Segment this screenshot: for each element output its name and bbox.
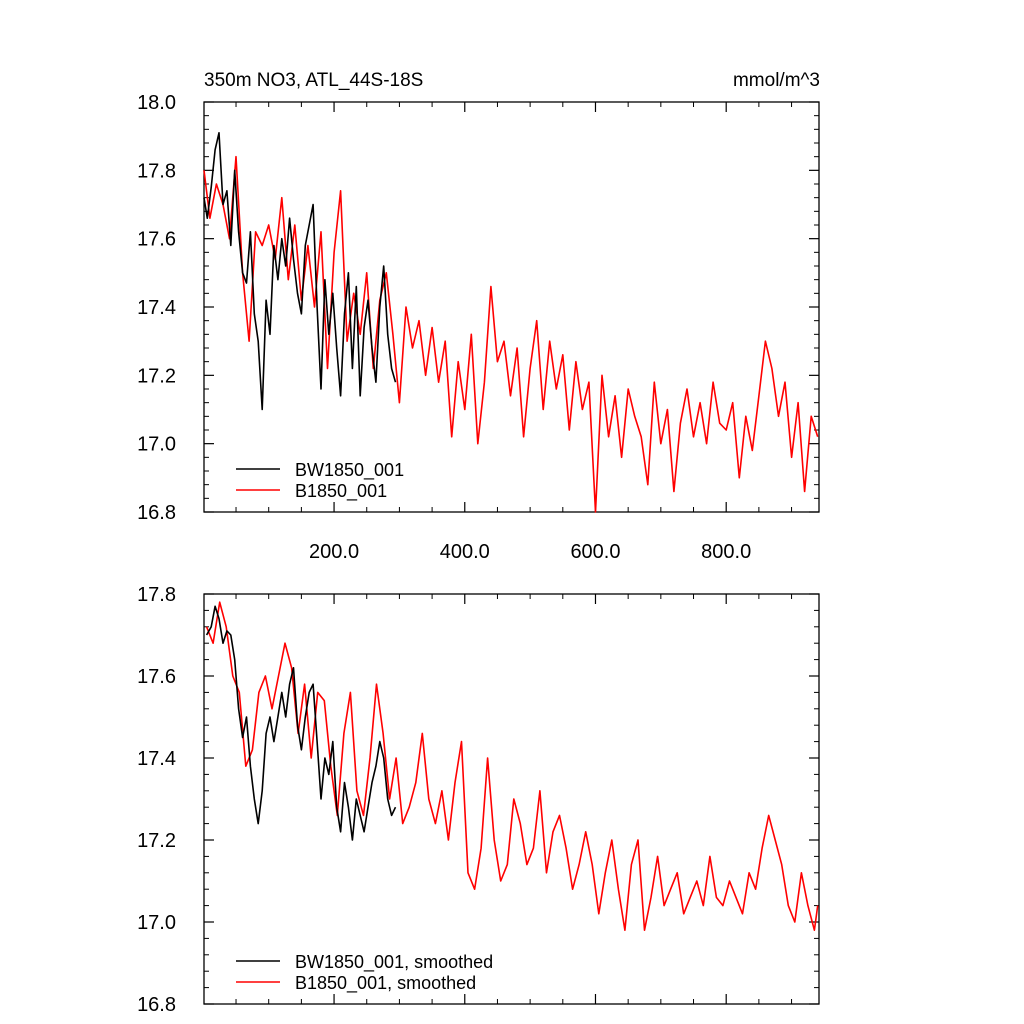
y-tick-label: 16.8 — [137, 502, 176, 524]
y-tick-label: 17.6 — [137, 666, 176, 688]
y-tick-label: 17.6 — [137, 229, 176, 251]
series-lines — [205, 601, 819, 931]
y-tick-label: 17.2 — [137, 365, 176, 387]
units-label: mmol/m^3 — [733, 70, 820, 91]
x-tick-label: 200.0 — [309, 541, 359, 563]
chart-title: 350m NO3, ATL_44S-18S — [204, 70, 423, 91]
series-line-b1850-001 — [203, 155, 819, 513]
y-tick-label: 17.0 — [137, 434, 176, 456]
bottom-panel: 16.8 17.0 17.2 17.4 17.6 17.8 BW1850_001, smo… — [137, 584, 820, 1016]
y-tick-label: 17.8 — [137, 584, 176, 606]
y-tick-label: 17.4 — [137, 297, 176, 319]
axis-ticks: 16.8 17.0 17.2 17.4 17.6 17.8 18.0 200.0 400.0 60… — [137, 92, 819, 563]
y-tick-label: 17.0 — [137, 912, 176, 934]
top-panel: 350m NO3, ATL_44S-18S mmol/m^3 16.817.01… — [137, 70, 820, 563]
y-tick-label: 17.4 — [137, 748, 176, 770]
y-tick-label: 18.0 — [137, 92, 176, 114]
series-lines — [203, 132, 819, 513]
legend-label-bw1850-smoothed: BW1850_001, smoothed — [295, 952, 493, 973]
y-tick-label: 17.2 — [137, 830, 176, 852]
legend-label-b1850: B1850_001 — [295, 481, 387, 502]
plot-frame — [203, 101, 820, 513]
legend: BW1850_001, smoothed B1850_001, smoothed — [236, 952, 493, 994]
series-line-b1850-001-smoothed — [205, 601, 819, 931]
legend-label-bw1850: BW1850_001 — [295, 460, 404, 481]
legend: BW1850_001 B1850_001 — [236, 460, 404, 502]
series-line-bw1850-001 — [203, 132, 397, 411]
plot-frame — [203, 593, 820, 1005]
y-tick-label: 16.8 — [137, 994, 176, 1016]
x-tick-label: 400.0 — [440, 541, 490, 563]
axis-ticks: 16.8 17.0 17.2 17.4 17.6 17.8 — [137, 584, 819, 1016]
y-tick-label: 17.8 — [137, 160, 176, 182]
series-line-bw1850-001-smoothed — [205, 605, 397, 841]
x-tick-label: 600.0 — [570, 541, 620, 563]
x-tick-label: 800.0 — [701, 541, 751, 563]
legend-label-b1850-smoothed: B1850_001, smoothed — [295, 973, 476, 994]
